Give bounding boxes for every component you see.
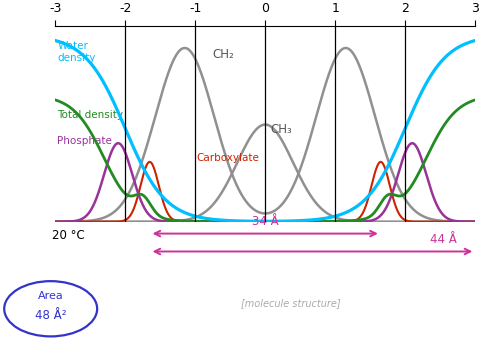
- Text: Water
density: Water density: [57, 41, 96, 63]
- Text: Area: Area: [38, 292, 63, 301]
- Text: CH₃: CH₃: [270, 123, 292, 136]
- Text: Total density: Total density: [57, 109, 123, 120]
- Text: 34 Å: 34 Å: [252, 215, 278, 228]
- Text: 44 Å: 44 Å: [430, 233, 457, 246]
- Text: Phosphate: Phosphate: [57, 136, 112, 146]
- Text: 48 Å²: 48 Å²: [35, 309, 66, 322]
- Text: 20 °C: 20 °C: [52, 229, 84, 242]
- Text: [molecule structure]: [molecule structure]: [240, 298, 340, 308]
- Text: CH₂: CH₂: [213, 48, 234, 61]
- Text: Carboxylate: Carboxylate: [197, 152, 260, 163]
